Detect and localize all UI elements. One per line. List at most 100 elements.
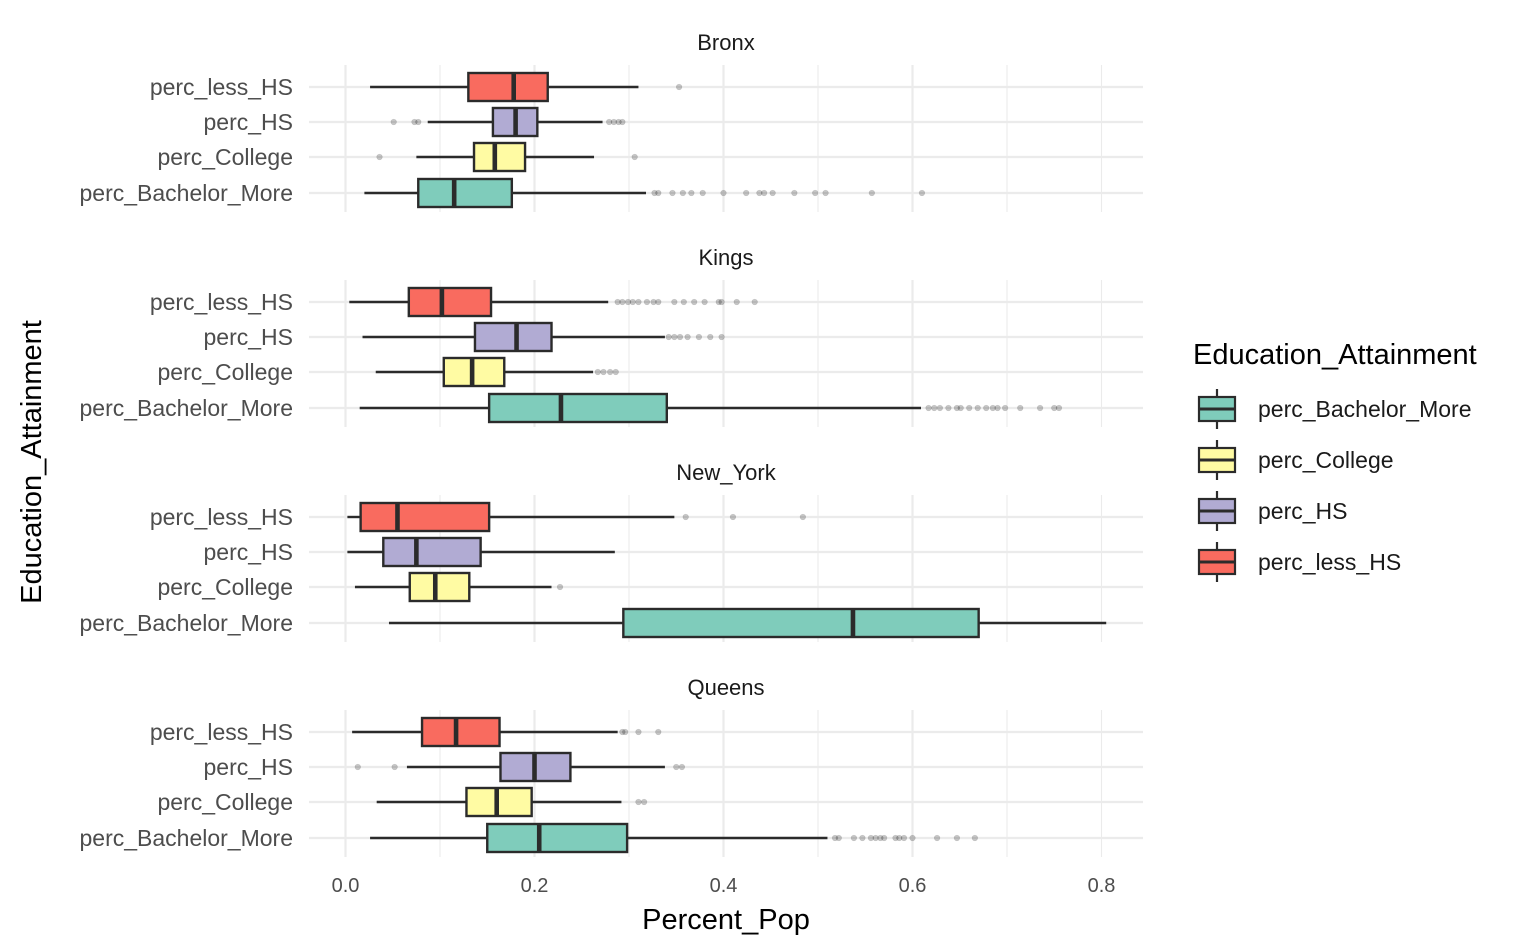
- box-perc_less_HS: [349, 286, 758, 318]
- iqr-box: [417, 177, 514, 209]
- legend-label: perc_Bachelor_More: [1258, 396, 1472, 422]
- outlier-point: [679, 189, 686, 197]
- outlier-point: [614, 298, 621, 306]
- box-perc_less_HS: [370, 71, 683, 103]
- outlier-point: [1017, 404, 1024, 412]
- outlier-point: [691, 298, 698, 306]
- outlier-point: [615, 118, 622, 126]
- outlier-point: [619, 118, 626, 126]
- outlier-point: [699, 189, 706, 197]
- box-perc_College: [375, 356, 619, 388]
- outlier-point: [1036, 404, 1044, 412]
- outlier-point: [761, 189, 768, 197]
- outlier-point: [715, 298, 722, 306]
- category-label: perc_College: [157, 144, 293, 170]
- outlier-point: [983, 404, 990, 412]
- category-label: perc_less_HS: [150, 504, 293, 530]
- category-label: perc_Bachelor_More: [79, 610, 293, 636]
- iqr-box: [486, 822, 629, 854]
- outlier-point: [619, 298, 626, 306]
- outlier-point: [655, 189, 662, 197]
- outlier-point: [624, 298, 632, 306]
- outlier-point: [900, 834, 908, 842]
- outlier-point: [974, 404, 981, 412]
- box-perc_Bachelor_More: [364, 177, 926, 209]
- box-perc_HS: [347, 536, 615, 568]
- outlier-point: [718, 298, 725, 306]
- box-perc_College: [354, 571, 564, 603]
- iqr-box: [467, 71, 549, 103]
- outlier-point: [867, 834, 875, 842]
- outlier-point: [415, 118, 422, 126]
- legend-item: perc_College: [1197, 440, 1394, 480]
- outlier-point: [688, 189, 695, 197]
- outlier-point: [769, 189, 776, 197]
- outlier-point: [622, 728, 629, 736]
- outlier-point: [643, 298, 651, 306]
- outlier-point: [390, 118, 397, 126]
- outlier-point: [665, 333, 672, 341]
- iqr-box: [473, 321, 553, 353]
- facet-title: New_York: [676, 460, 776, 485]
- outlier-point: [822, 189, 829, 197]
- outlier-point: [594, 368, 601, 376]
- outlier-point: [729, 513, 737, 521]
- box-perc_Bachelor_More: [370, 822, 978, 854]
- facet-panel-new_york: New_York perc_less_HS perc_HS perc_Collegep…: [79, 460, 1143, 642]
- box-perc_HS: [354, 751, 686, 783]
- outlier-point: [707, 333, 714, 341]
- outlier-point: [831, 834, 839, 842]
- iqr-box: [420, 716, 501, 748]
- outlier-point: [1055, 404, 1063, 412]
- legend-label: perc_HS: [1258, 498, 1347, 524]
- outlier-point: [671, 298, 678, 306]
- category-label: perc_College: [157, 574, 293, 600]
- iqr-box: [622, 607, 980, 639]
- outlier-point: [684, 333, 691, 341]
- outlier-point: [989, 404, 996, 412]
- category-label: perc_College: [157, 789, 293, 815]
- outlier-point: [859, 834, 866, 842]
- outlier-point: [868, 189, 875, 197]
- outlier-point: [936, 404, 944, 412]
- outlier-point: [619, 728, 626, 736]
- iqr-box: [465, 786, 533, 818]
- category-label: perc_Bachelor_More: [79, 395, 293, 421]
- legend-item: perc_Bachelor_More: [1197, 389, 1472, 429]
- x-tick-label: 0.2: [521, 875, 549, 897]
- legend-title: Education_Attainment: [1193, 339, 1477, 371]
- category-label: perc_HS: [204, 754, 293, 780]
- outlier-point: [909, 834, 916, 842]
- outlier-point: [673, 763, 680, 771]
- outlier-point: [751, 298, 758, 306]
- box-perc_College: [376, 141, 638, 173]
- iqr-box: [408, 571, 471, 603]
- outlier-point: [850, 834, 858, 842]
- outlier-point: [391, 763, 398, 771]
- iqr-box: [407, 286, 493, 318]
- facet-panel-queens: Queens perc_less_HS perc_HS perc_Collegeper…: [79, 675, 1143, 857]
- outlier-point: [791, 189, 798, 197]
- outlier-point: [718, 333, 725, 341]
- outlier-point: [556, 583, 564, 591]
- facet-title: Bronx: [697, 30, 754, 55]
- outlier-point: [671, 333, 678, 341]
- outlier-point: [881, 834, 888, 842]
- iqr-box: [472, 141, 527, 173]
- category-label: perc_less_HS: [150, 74, 293, 100]
- x-tick-label: 0.0: [332, 875, 360, 897]
- outlier-point: [635, 298, 642, 306]
- outlier-point: [606, 368, 614, 376]
- legend-label: perc_College: [1258, 447, 1394, 473]
- category-label: perc_College: [157, 359, 293, 385]
- outlier-point: [1051, 404, 1058, 412]
- outlier-point: [600, 368, 607, 376]
- outlier-point: [635, 798, 642, 806]
- outlier-point: [669, 189, 676, 197]
- iqr-box: [487, 392, 669, 424]
- category-label: perc_HS: [204, 324, 293, 350]
- legend: Education_Attainment perc_Bachelor_Morepe…: [1193, 339, 1477, 582]
- box-perc_Bachelor_More: [388, 607, 1107, 639]
- outlier-point: [676, 333, 684, 341]
